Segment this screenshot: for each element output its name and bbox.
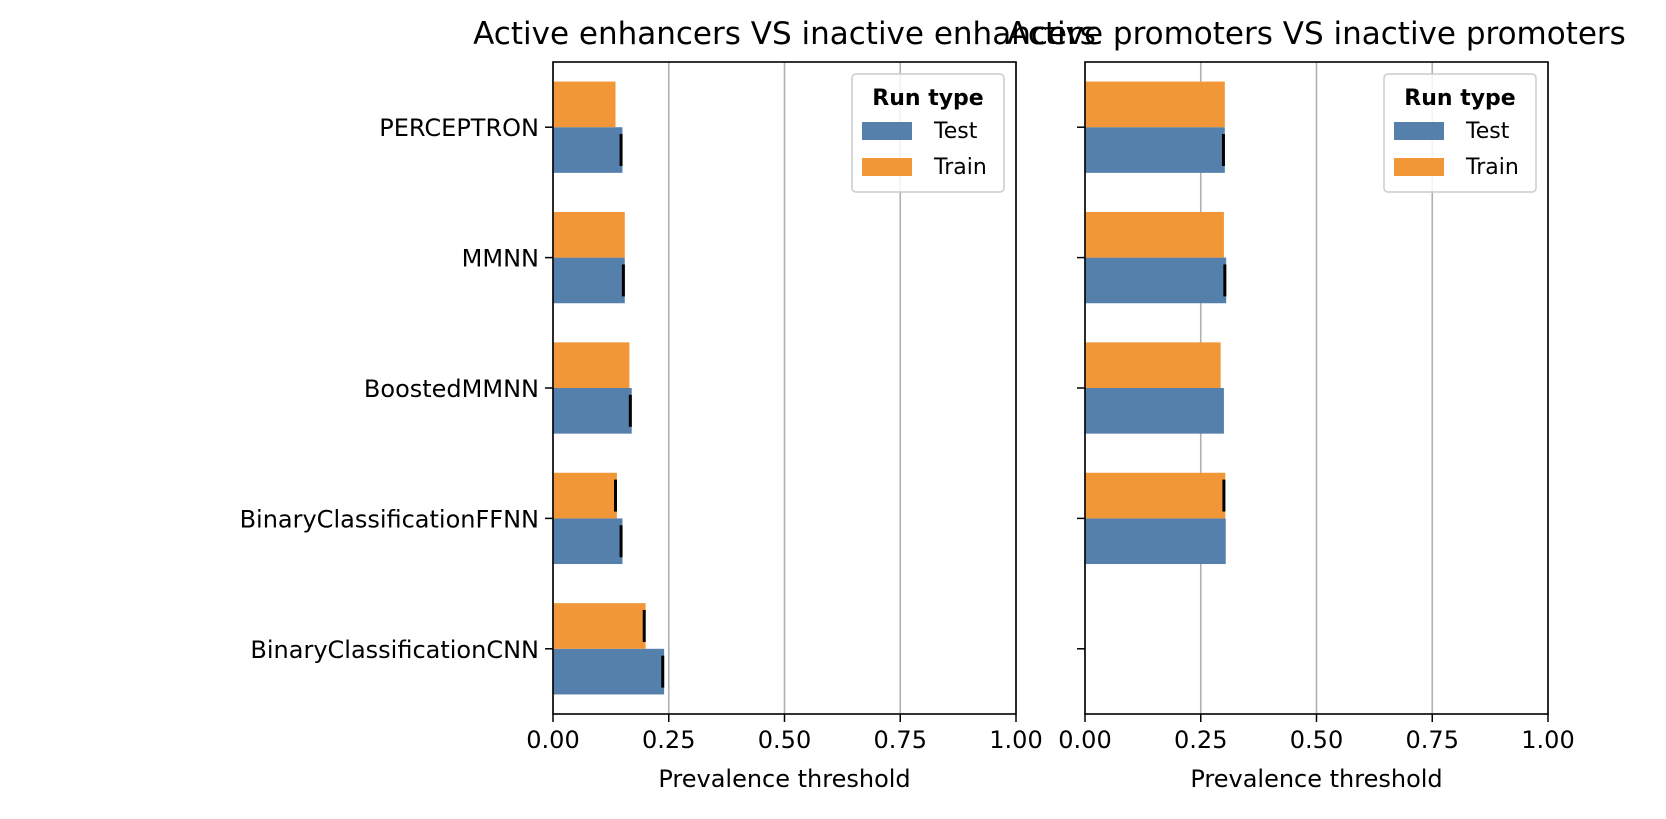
legend-label: Train [1465, 155, 1519, 180]
legend-label: Train [933, 155, 987, 180]
bar-train [1085, 342, 1221, 388]
bar-test [553, 127, 623, 173]
bar-train [1085, 81, 1225, 128]
bar-train [553, 211, 625, 258]
bar-test [1085, 257, 1227, 304]
x-axis-label: Prevalence threshold [1190, 765, 1442, 793]
legend-swatch-train [1394, 158, 1444, 176]
chart-panel-enhancers: PERCEPTRON MMNN BoostedMMNN BinaryClassific… [240, 16, 1096, 793]
legend-swatch-test [862, 122, 912, 140]
legend-swatch-train [862, 158, 912, 176]
bar-train [1085, 472, 1226, 519]
legend-label: Test [933, 119, 978, 144]
legend-label: Test [1465, 119, 1510, 144]
x-tick-label: 1.00 [1521, 726, 1574, 754]
chart-panel-promoters: 0.00 0.25 0.50 0.75 1.00 Prevalence threshold… [1007, 16, 1626, 793]
y-tick-label: PERCEPTRON [379, 114, 539, 142]
x-tick-label: 0.50 [1290, 726, 1343, 754]
legend: Run type Test Train [1383, 73, 1537, 193]
y-tick-label: BinaryClassificationFFNN [240, 505, 539, 533]
bar-train [553, 603, 646, 649]
bar-test [1085, 127, 1225, 173]
bar-test [553, 257, 625, 304]
x-tick-label: 1.00 [989, 726, 1042, 754]
bar-test [1085, 388, 1224, 434]
x-tick-label: 0.00 [1058, 726, 1111, 754]
x-axis-label: Prevalence threshold [658, 765, 910, 793]
bar-test [553, 388, 632, 434]
chart-title: Active promoters VS inactive promoters [1007, 16, 1626, 52]
x-tick-label: 0.25 [1174, 726, 1227, 754]
bar-test [553, 518, 623, 565]
bar-test [1085, 518, 1226, 565]
x-tick-label: 0.75 [1406, 726, 1459, 754]
legend-title: Run type [1404, 86, 1515, 111]
x-tick-label: 0.00 [526, 726, 579, 754]
bar-train [553, 342, 630, 388]
y-tick-label: BoostedMMNN [364, 375, 539, 403]
chart-title: Active enhancers VS inactive enhancers [473, 16, 1096, 52]
legend-swatch-test [1394, 122, 1444, 140]
legend: Run type Test Train [851, 73, 1005, 193]
bar-test [553, 648, 665, 695]
x-tick-label: 0.50 [758, 726, 811, 754]
y-tick-label: MMNN [462, 245, 539, 273]
y-tick-label: BinaryClassificationCNN [250, 636, 539, 664]
bar-train [1085, 211, 1224, 258]
bar-train [553, 81, 616, 128]
bar-train [553, 472, 617, 519]
x-tick-label: 0.75 [874, 726, 927, 754]
legend-title: Run type [872, 86, 983, 111]
x-tick-label: 0.25 [642, 726, 695, 754]
